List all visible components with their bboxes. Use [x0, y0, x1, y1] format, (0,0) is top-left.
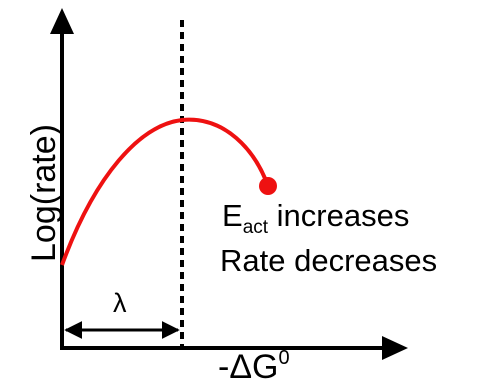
x-axis-label-superscript: 0: [278, 347, 290, 369]
rate-curve: [60, 117, 270, 266]
y-axis-arrowhead: [50, 8, 74, 34]
x-axis-arrowhead: [382, 336, 408, 360]
note-act-subscript: act: [242, 217, 269, 238]
activation-energy-note: Eact increases: [222, 198, 410, 237]
note-increases-text: increases: [268, 198, 410, 233]
y-axis-label: Log(rate): [25, 124, 63, 262]
curve-endpoint-dot: [259, 177, 277, 195]
note-e-symbol: E: [222, 198, 243, 233]
rate-decreases-note: Rate decreases: [220, 243, 438, 278]
x-axis-label: -ΔG0: [218, 347, 290, 386]
x-axis-label-main: -ΔG: [218, 348, 279, 386]
lambda-label: λ: [113, 288, 127, 318]
